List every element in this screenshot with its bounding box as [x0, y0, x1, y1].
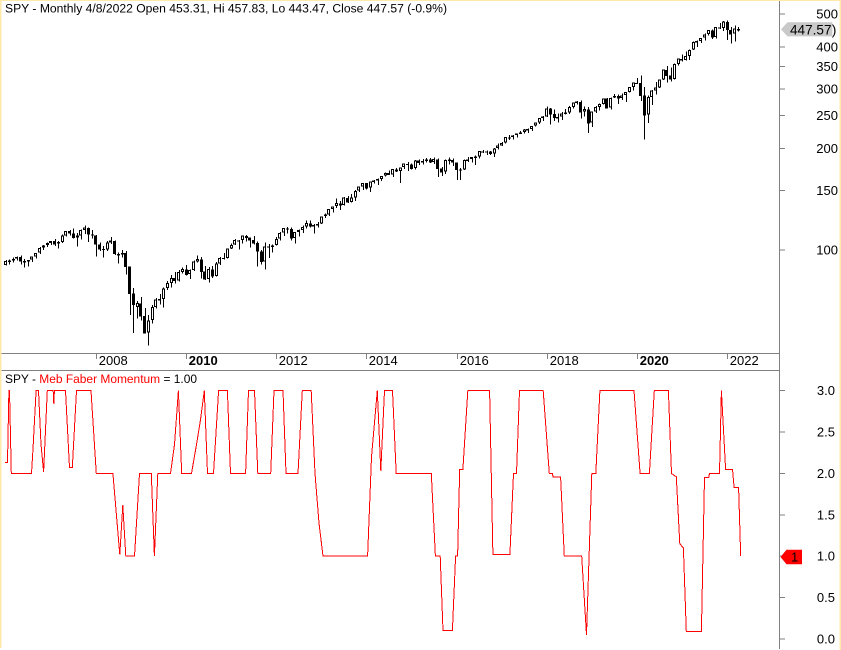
svg-text:150: 150 — [816, 183, 838, 198]
svg-text:SPY - Monthly 4/8/2022 Open 45: SPY - Monthly 4/8/2022 Open 453.31, Hi 4… — [5, 2, 447, 16]
svg-text:0.5: 0.5 — [817, 590, 835, 605]
svg-text:100: 100 — [816, 242, 838, 257]
svg-text:350: 350 — [816, 59, 838, 74]
svg-text:250: 250 — [816, 108, 838, 123]
svg-text:0.0: 0.0 — [817, 632, 835, 647]
svg-text:2012: 2012 — [279, 353, 308, 368]
svg-text:2020: 2020 — [640, 353, 669, 368]
svg-text:1.0: 1.0 — [817, 549, 835, 564]
svg-text:2022: 2022 — [730, 353, 759, 368]
svg-text:2016: 2016 — [460, 353, 489, 368]
svg-text:1.5: 1.5 — [817, 507, 835, 522]
svg-text:400: 400 — [816, 39, 838, 54]
svg-text:2.0: 2.0 — [817, 466, 835, 481]
svg-text:2008: 2008 — [99, 353, 128, 368]
svg-text:3.0: 3.0 — [817, 383, 835, 398]
svg-text:200: 200 — [816, 141, 838, 156]
svg-text:500: 500 — [816, 7, 838, 22]
svg-text:SPY - Meb Faber Momentum = 1.0: SPY - Meb Faber Momentum = 1.00 — [5, 372, 197, 386]
svg-text:): ) — [832, 21, 837, 37]
svg-text:2010: 2010 — [189, 353, 218, 368]
svg-text:447.57: 447.57 — [790, 21, 832, 37]
svg-text:2018: 2018 — [550, 353, 579, 368]
svg-text:2.5: 2.5 — [817, 425, 835, 440]
svg-text:1: 1 — [791, 550, 798, 565]
svg-text:300: 300 — [816, 81, 838, 96]
svg-text:2014: 2014 — [369, 353, 398, 368]
